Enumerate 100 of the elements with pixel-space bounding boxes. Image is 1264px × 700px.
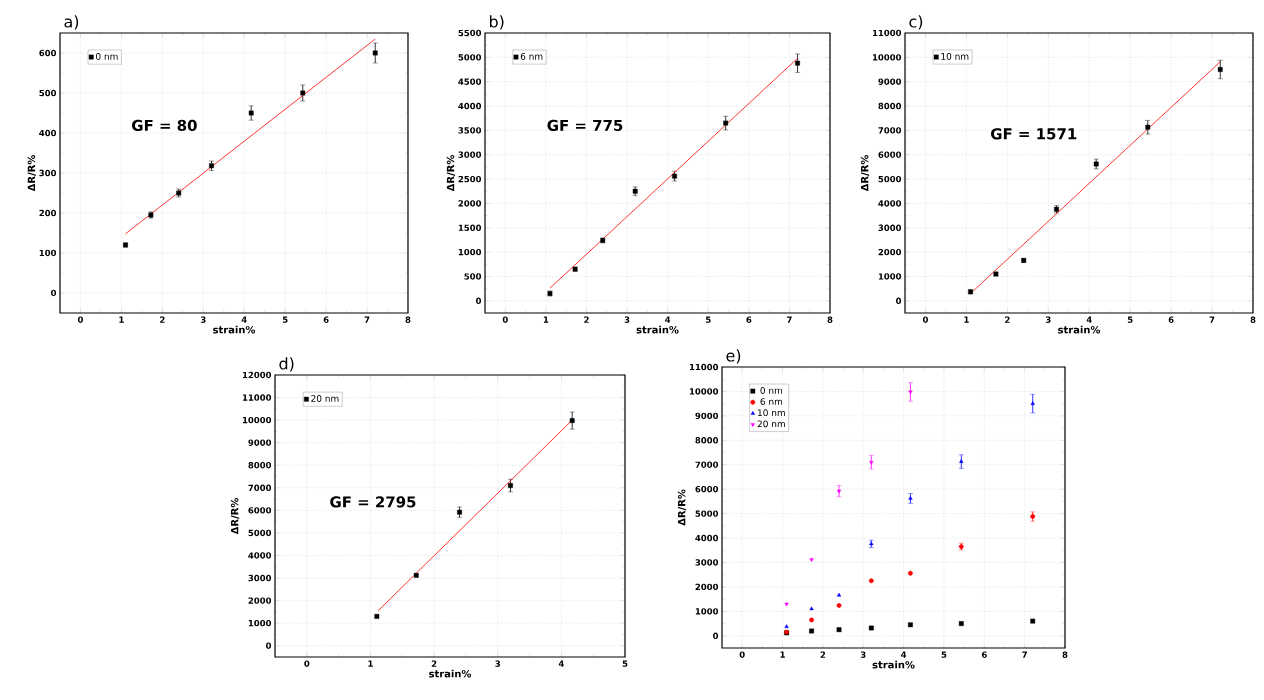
y-tick-label: 300 (39, 169, 57, 177)
text: e) (726, 349, 741, 364)
x-tick-label: 3 (200, 316, 206, 323)
x-tick-label: 3 (495, 660, 500, 667)
y-tick-label: 3000 (695, 559, 719, 566)
y-tick-label: 12000 (242, 371, 272, 379)
y-tick-label: 6000 (878, 151, 902, 158)
x-tick-label: 2 (431, 660, 437, 667)
y-tick-label: 10000 (689, 388, 719, 395)
y-axis-title: ΔR/R% (446, 154, 456, 192)
y-tick-label: 4000 (695, 534, 719, 542)
x-tick-label: 0 (502, 316, 508, 323)
text: c) (909, 15, 923, 30)
x-tick-label: 8 (827, 316, 833, 323)
x-tick-label: 4 (901, 651, 907, 658)
x-tick-label: 6 (746, 316, 752, 323)
x-tick-label: 2 (160, 316, 165, 323)
text: d) (279, 357, 294, 372)
y-tick-label: 500 (464, 273, 482, 280)
x-tick-label: 5 (282, 316, 288, 323)
y-tick-label: 500 (39, 89, 57, 97)
x-tick-label: 6 (323, 316, 329, 323)
y-tick-label: 2500 (458, 175, 482, 183)
x-tick-label: 7 (787, 316, 792, 323)
y-tick-label: 5000 (248, 529, 272, 537)
y-tick-label: 8000 (695, 437, 719, 444)
y-tick-label: 3000 (878, 224, 902, 231)
x-tick-label: 1 (368, 660, 373, 667)
y-axis-title: ΔR/R% (230, 497, 240, 535)
y-tick-label: 400 (39, 129, 57, 137)
x-tick-label: 0 (739, 651, 745, 658)
x-tick-label: 5 (1127, 316, 1133, 323)
y-tick-label: 8000 (248, 462, 272, 469)
x-tick-label: 3 (860, 651, 866, 658)
y-tick-label: 5500 (458, 29, 482, 37)
x-axis-title: strain% (636, 325, 679, 334)
text: a) (64, 15, 79, 30)
y-axis-title: ΔR/R% (860, 154, 870, 192)
x-tick-label: 4 (665, 316, 671, 323)
x-tick-label: 6 (1168, 316, 1174, 323)
y-tick-label: 5000 (878, 175, 902, 183)
y-tick-label: 5000 (458, 54, 482, 61)
y-tick-label: 1000 (248, 619, 272, 627)
text: b) (489, 15, 504, 30)
y-axis-title: ΔR/R% (677, 489, 687, 526)
y-tick-label: 600 (39, 49, 57, 57)
legend-label: 0 nm (760, 387, 783, 394)
x-tick-label: 0 (922, 316, 929, 323)
legend-label: 20 nm (311, 395, 339, 402)
y-tick-label: 0 (51, 289, 57, 297)
y-tick-label: 9000 (695, 412, 719, 420)
y-tick-label: 1000 (878, 273, 902, 280)
y-tick-label: 11000 (872, 29, 902, 37)
y-tick-label: 11000 (242, 394, 272, 401)
x-tick-label: 0 (304, 660, 310, 667)
y-tick-label: 7000 (878, 127, 902, 134)
y-tick-label: 200 (39, 209, 57, 217)
y-tick-label: 0 (266, 642, 272, 649)
x-tick-label: 1 (119, 316, 124, 323)
legend-label: 20 nm (757, 420, 785, 428)
x-tick-label: 2 (584, 316, 589, 323)
y-tick-label: 1000 (458, 248, 482, 256)
annotation: GF = 775 (547, 119, 623, 132)
y-tick-label: 11000 (689, 363, 719, 371)
y-tick-label: 10000 (872, 54, 902, 61)
x-tick-label: 1 (780, 651, 785, 658)
y-axis-title: ΔR/R% (27, 154, 36, 192)
y-tick-label: 5000 (695, 510, 719, 517)
y-tick-label: 2000 (695, 583, 719, 591)
y-tick-label: 2000 (458, 200, 482, 207)
y-tick-label: 4500 (458, 78, 482, 85)
x-tick-label: 4 (558, 660, 564, 667)
y-tick-label: 9000 (248, 439, 272, 446)
x-axis-title: strain% (429, 669, 472, 678)
x-tick-label: 4 (241, 316, 247, 323)
annotation: GF = 1571 (991, 128, 1077, 140)
x-tick-label: 8 (1062, 651, 1068, 658)
y-tick-label: 9000 (878, 78, 902, 85)
x-tick-label: 1 (543, 316, 549, 323)
y-tick-label: 4000 (458, 102, 482, 110)
y-tick-label: 2000 (248, 597, 272, 604)
legend-label: 10 nm (941, 52, 969, 60)
x-axis-title: strain% (1058, 325, 1101, 334)
y-tick-label: 3500 (458, 127, 482, 134)
x-tick-label: 5 (941, 651, 947, 658)
x-tick-label: 5 (622, 660, 628, 667)
x-tick-label: 7 (364, 316, 370, 323)
x-tick-label: 2 (820, 651, 826, 658)
x-tick-label: 3 (624, 316, 630, 323)
x-tick-label: 8 (1250, 316, 1256, 323)
legend-label: 6 nm (520, 52, 543, 60)
x-tick-label: 8 (405, 316, 411, 323)
y-tick-label: 10000 (242, 416, 272, 424)
y-tick-label: 8000 (878, 102, 902, 110)
y-tick-label: 7000 (248, 484, 272, 492)
y-tick-label: 3000 (458, 151, 482, 158)
x-tick-label: 5 (705, 316, 711, 323)
annotation: GF = 2795 (330, 496, 416, 508)
y-tick-label: 3000 (248, 574, 272, 582)
x-tick-label: 1 (964, 316, 969, 323)
